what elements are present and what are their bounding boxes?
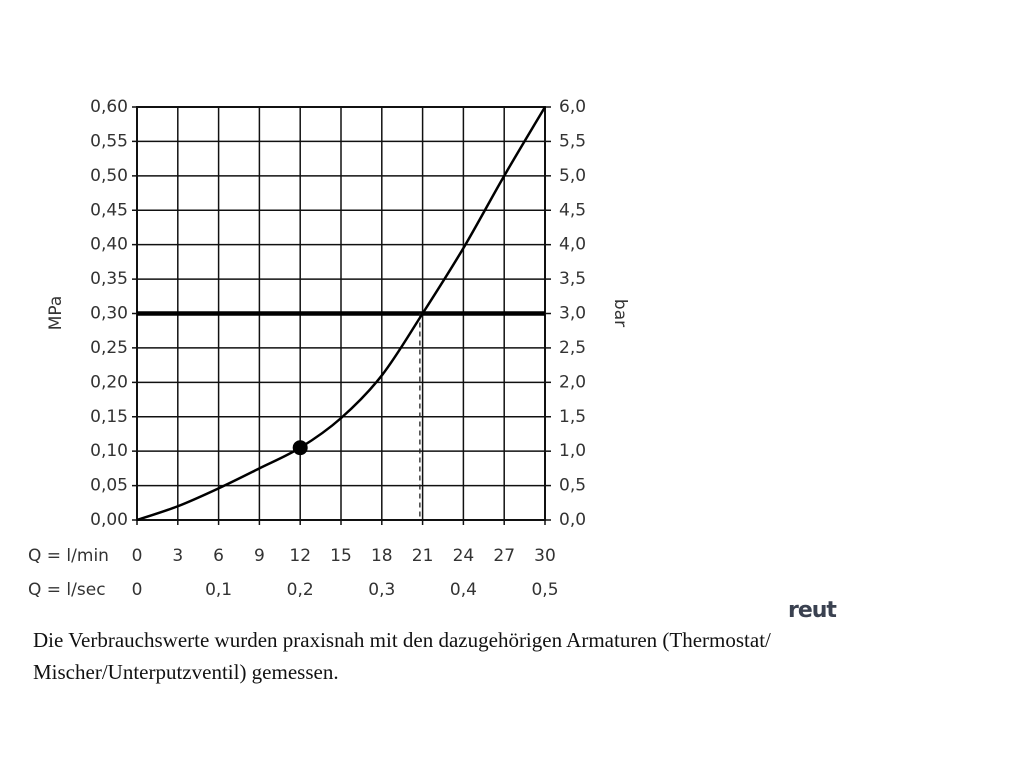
y2-tick-label: 2,0 [559,372,586,392]
x2-tick-label: 0,1 [205,580,232,600]
y2-tick-label: 2,5 [559,338,586,358]
y2-tick-label: 3,5 [559,269,586,289]
y2-tick-label: 0,0 [559,510,586,530]
y-tick-label: 0,25 [90,338,128,358]
caption: Die Verbrauchswerte wurden praxisnah mit… [33,628,771,684]
y-tick-label: 0,05 [90,476,128,496]
y-tick-label: 0,35 [90,269,128,289]
y2-tick-label: 4,5 [559,200,586,220]
logo: reut [788,598,837,623]
x2-axis-label: Q = l/sec [28,580,106,600]
y2-tick-label: 5,0 [559,166,586,186]
x2-tick-label: 0,4 [450,580,477,600]
x2-tick-label: 0,3 [368,580,395,600]
x-tick-label: 21 [412,546,434,566]
x-tick-label: 27 [493,546,515,566]
x-tick-label: 24 [453,546,475,566]
y-axis-label: MPa [46,296,66,331]
y-tick-label: 0,50 [90,166,128,186]
x-tick-label: 6 [213,546,224,566]
y2-tick-label: 1,0 [559,441,586,461]
y2-tick-label: 0,5 [559,476,586,496]
x-tick-label: 12 [289,546,311,566]
y2-tick-label: 4,0 [559,235,586,255]
y-tick-label: 0,55 [90,131,128,151]
x2-tick-label: 0,2 [287,580,314,600]
x-axis-label: Q = l/min [28,546,109,566]
x-tick-label: 18 [371,546,393,566]
y2-tick-label: 5,5 [559,131,586,151]
y-tick-label: 0,00 [90,510,128,530]
x2-tick-label: 0,5 [531,580,558,600]
y-tick-label: 0,10 [90,441,128,461]
x-tick-label: 0 [132,546,143,566]
y-tick-label: 0,60 [90,97,128,117]
y2-tick-label: 6,0 [559,97,586,117]
y-tick-label: 0,15 [90,407,128,427]
x-tick-label: 30 [534,546,556,566]
y2-tick-label: 1,5 [559,407,586,427]
x-tick-label: 9 [254,546,265,566]
y2-tick-label: 3,0 [559,304,586,324]
marker-point [292,440,308,456]
data-line [136,106,547,522]
y-tick-label: 0,20 [90,372,128,392]
x2-tick-label: 0 [132,580,143,600]
y2-axis-label: bar [610,299,630,327]
x-tick-label: 15 [330,546,352,566]
y-tick-label: 0,45 [90,200,128,220]
y-tick-label: 0,30 [90,304,128,324]
y-tick-label: 0,40 [90,235,128,255]
x-tick-label: 3 [172,546,183,566]
